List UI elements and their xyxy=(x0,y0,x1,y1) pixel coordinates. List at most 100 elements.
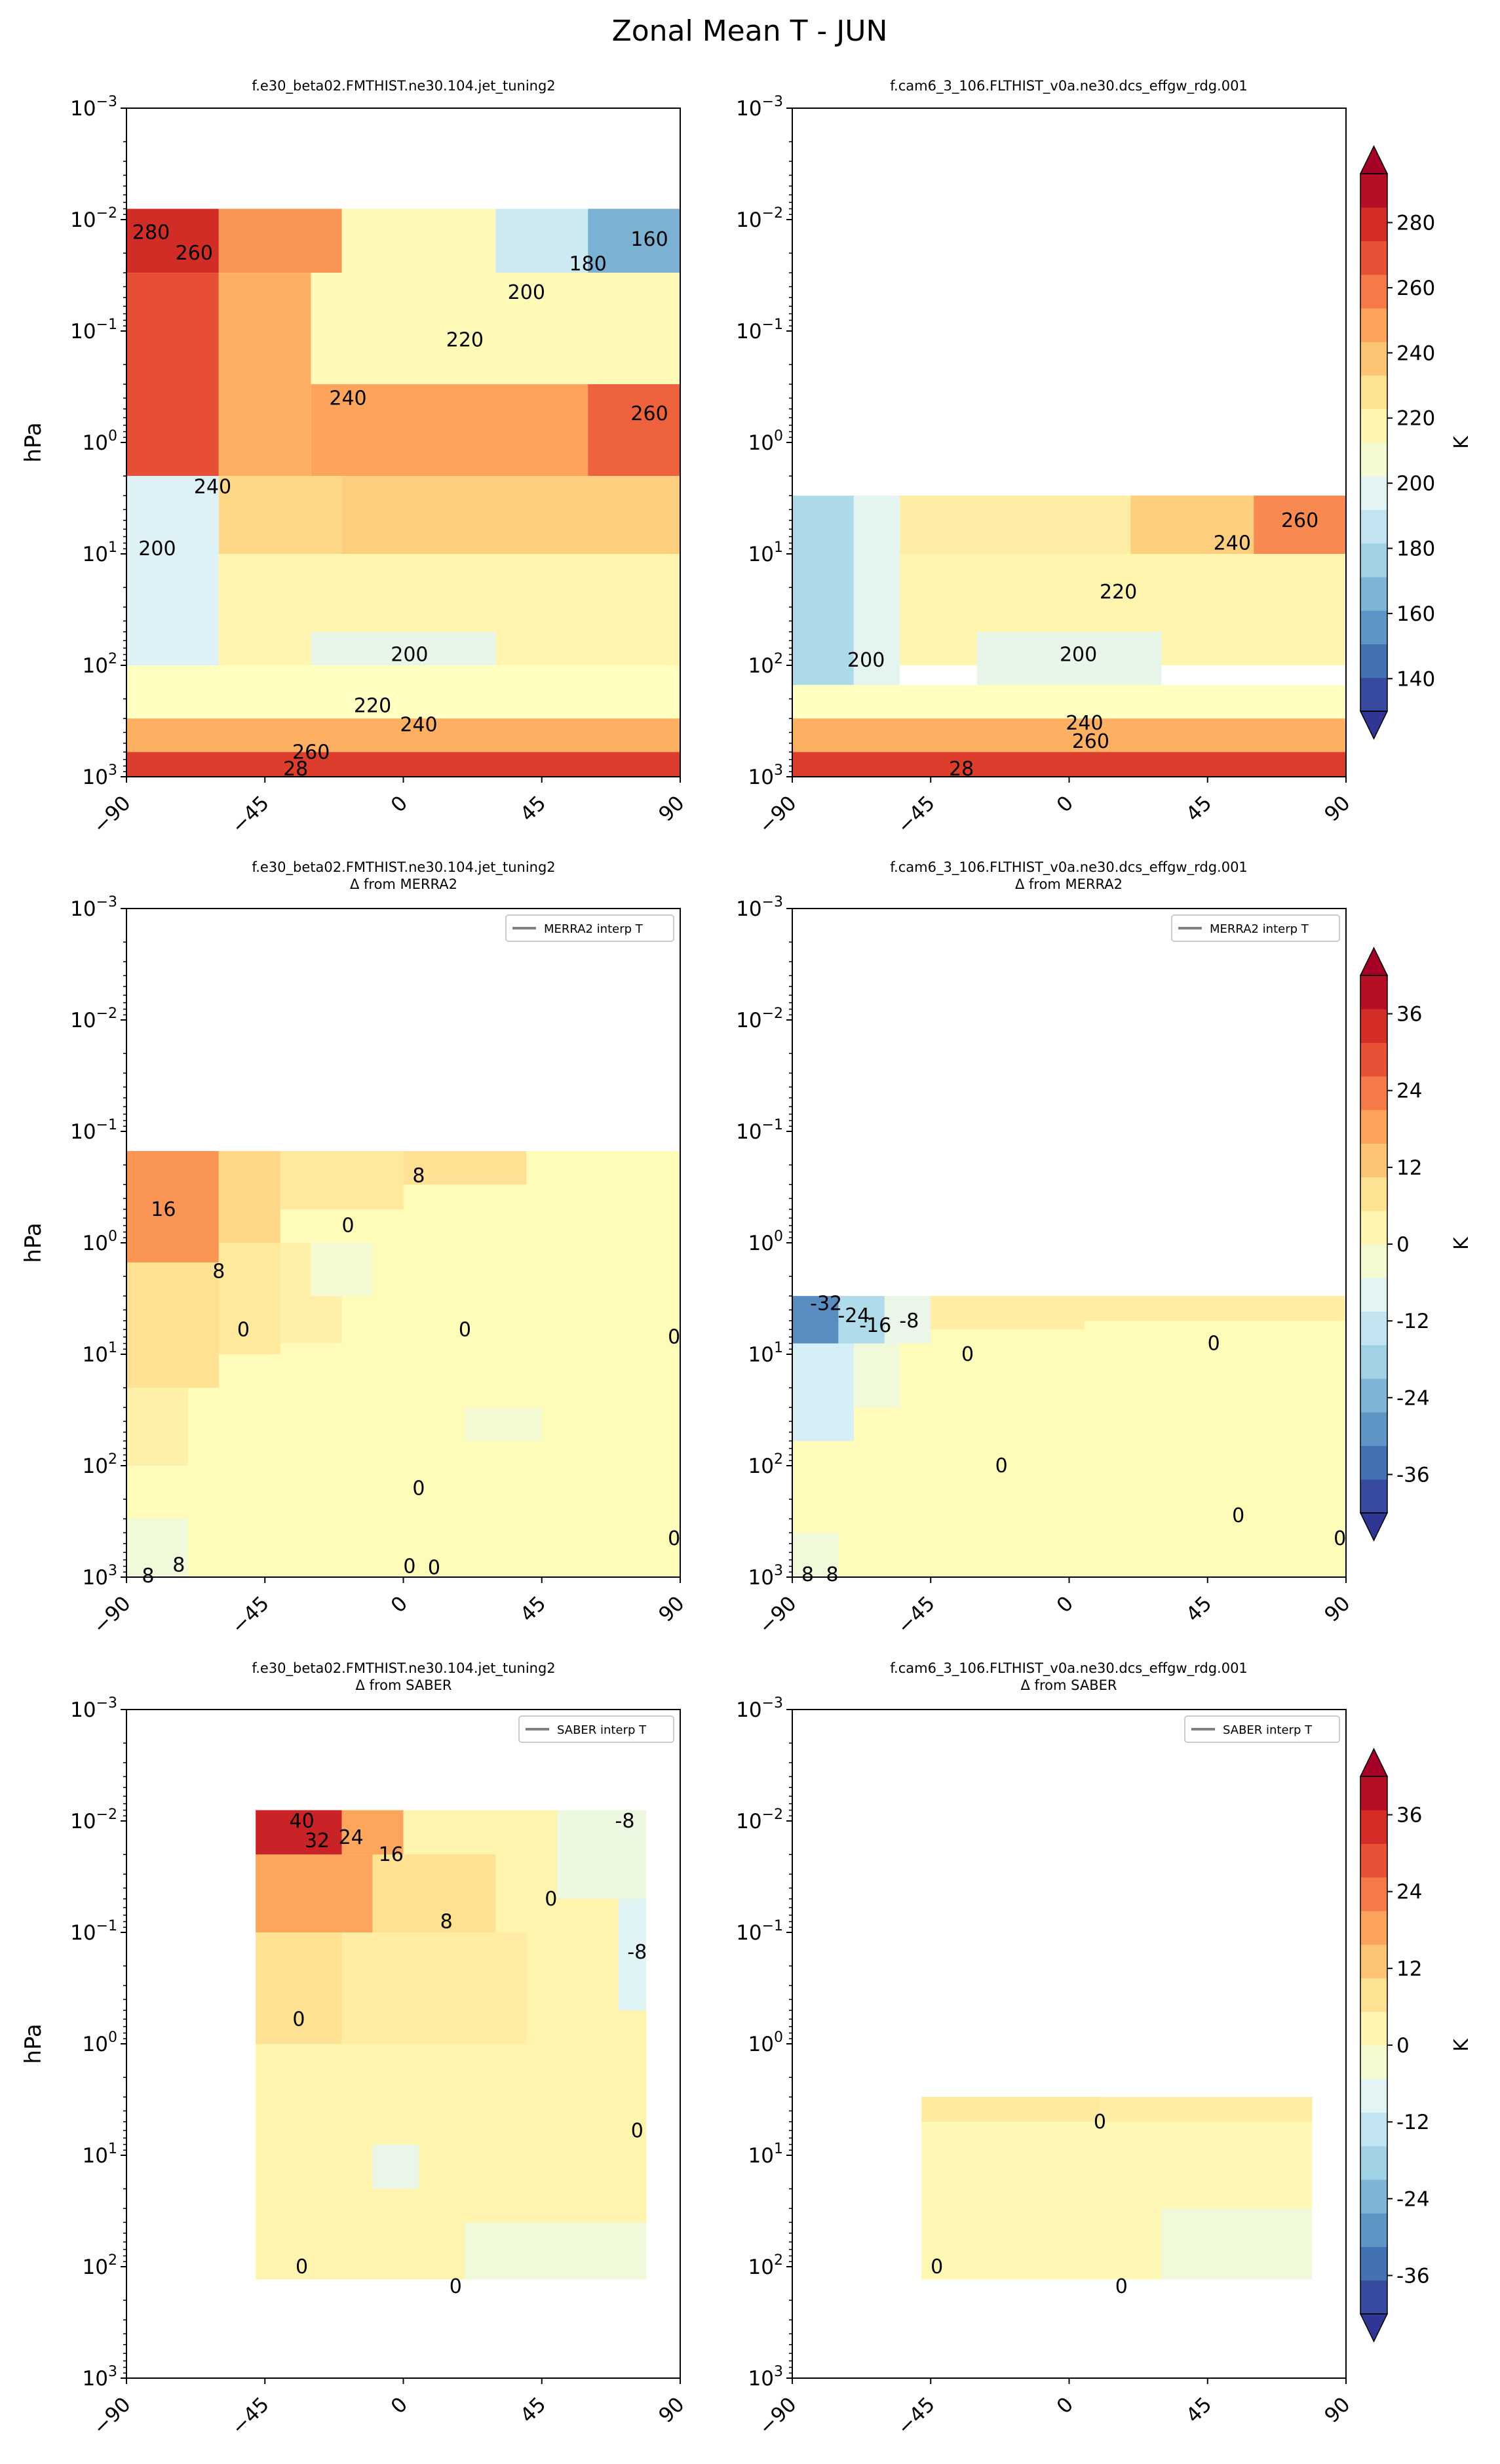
panel-1-contour-label-1: 240 xyxy=(1214,532,1251,555)
colorbar-0-band-11 xyxy=(1360,308,1387,342)
panel-2-contour-label-3: 8 xyxy=(212,1260,225,1283)
colorbar-1-band-1 xyxy=(1360,1445,1387,1480)
ytick-base: 10 xyxy=(736,897,761,921)
colorbar-1-tick-label-5: 24 xyxy=(1396,1080,1422,1103)
ytick-base: 10 xyxy=(83,1232,108,1255)
panel-4-contour-label-10: 0 xyxy=(296,2256,308,2278)
ytick-base: 10 xyxy=(748,654,774,678)
ytick-exponent: 1 xyxy=(774,2141,783,2157)
panel-5-ytick-label-0: 10−3 xyxy=(736,1695,783,1722)
panel-0-ytick-label-6: 103 xyxy=(83,762,117,789)
colorbar-0-tick-label-3: 200 xyxy=(1396,472,1435,496)
panel-4-contour-label-2: 24 xyxy=(339,1826,364,1849)
panel-4-contour-label-11: 0 xyxy=(450,2275,462,2298)
panel-5-subtitle: Δ from SABER xyxy=(1021,1677,1117,1693)
panel-3-xtick-label-2: 0 xyxy=(1052,1592,1078,1617)
panel-2-contour-label-2: 0 xyxy=(341,1215,354,1238)
panel-0-cell-15 xyxy=(126,665,680,719)
panel-1-cell-1 xyxy=(853,496,900,685)
panel-5-cell-1 xyxy=(921,2097,1100,2122)
ytick-base: 10 xyxy=(70,208,96,232)
panel-2-contour-label-12: 8 xyxy=(142,1565,154,1588)
panel-4-ytick-label-4: 101 xyxy=(83,2141,117,2168)
panel-4-contour-label-7: -8 xyxy=(627,1941,647,1964)
colorbar-2-band-10 xyxy=(1360,1944,1387,1978)
ytick-base: 10 xyxy=(70,1698,96,1722)
panel-3-legend: MERRA2 interp T xyxy=(1171,914,1340,942)
ytick-exponent: 3 xyxy=(774,2364,783,2380)
panel-5-xtick-label-3: 45 xyxy=(1182,2393,1216,2427)
ytick-base: 10 xyxy=(83,1566,108,1590)
panel-4-ytick-label-1: 10−2 xyxy=(70,1807,117,1833)
colorbar-2-band-2 xyxy=(1360,2213,1387,2247)
panel-5-xtick-label-1: −45 xyxy=(893,2393,940,2440)
panel-5-xtick-label-0: −90 xyxy=(754,2393,801,2440)
ytick-exponent: −1 xyxy=(762,317,783,333)
colorbar-1: -36 -24 -12 0 12 24 36 K xyxy=(1359,947,1473,1542)
panel-3-cell-8 xyxy=(792,1533,839,1577)
panel-3-contour-label-3: -8 xyxy=(899,1310,919,1333)
ytick-exponent: −1 xyxy=(96,1918,117,1934)
colorbar-2-extend-max xyxy=(1359,1748,1389,1777)
panel-1-cell-9 xyxy=(792,752,1346,777)
panel-2-cell-6 xyxy=(218,1243,280,1354)
ytick-exponent: −2 xyxy=(96,1807,117,1823)
panel-3-cell-2 xyxy=(838,1296,885,1344)
panel-2-legend-label: MERRA2 interp T xyxy=(544,922,644,936)
panel-0-ytick-label-4: 101 xyxy=(83,539,117,566)
ytick-base: 10 xyxy=(83,431,108,455)
ytick-exponent: 2 xyxy=(108,1451,117,1468)
colorbar-0-band-0 xyxy=(1360,677,1387,712)
panel-0-cell-5 xyxy=(126,273,219,477)
panel-4-contour-label-4: 8 xyxy=(440,1911,453,1934)
colorbar-2-band-1 xyxy=(1360,2246,1387,2281)
ytick-base: 10 xyxy=(83,1343,108,1367)
colorbar-0-band-3 xyxy=(1360,577,1387,611)
panel-2-contour-label-6: 0 xyxy=(668,1326,680,1349)
colorbar-1-tick-label-3: 0 xyxy=(1396,1233,1410,1257)
ytick-exponent: 3 xyxy=(774,762,783,779)
colorbar-0-tick-label-4: 220 xyxy=(1396,407,1435,431)
panel-1-ytick-label-1: 10−2 xyxy=(736,205,783,232)
panel-4-ytick-label-5: 102 xyxy=(83,2252,117,2279)
ytick-exponent: 3 xyxy=(108,1563,117,1579)
panel-0-ytick-label-1: 10−2 xyxy=(70,205,117,232)
ytick-base: 10 xyxy=(70,1810,96,1833)
panel-0-cell-0 xyxy=(126,208,219,273)
panel-1-xtick-label-2: 0 xyxy=(1052,791,1078,817)
panel-4-xtick-label-2: 0 xyxy=(387,2393,412,2418)
colorbar-1-band-15 xyxy=(1360,975,1387,1009)
colorbar-0-tick-label-0: 140 xyxy=(1396,667,1435,691)
colorbar-0-extend-min xyxy=(1359,711,1389,740)
colorbar-2-band-4 xyxy=(1360,2145,1387,2180)
panel-2-ytick-label-2: 10−1 xyxy=(70,1117,117,1144)
ytick-exponent: 2 xyxy=(774,1451,783,1468)
colorbar-1-ticks: -36 -24 -12 0 12 24 36 xyxy=(1387,1003,1430,1487)
ytick-base: 10 xyxy=(736,1009,761,1032)
panel-0-title: f.e30_beta02.FMTHIST.ne30.104.jet_tuning… xyxy=(252,78,555,94)
panel-4-cell-2 xyxy=(341,1810,404,1855)
panel-5-contour-label-0: 0 xyxy=(1094,2111,1106,2134)
panel-5-ytick-label-2: 10−1 xyxy=(736,1918,783,1945)
panel-3-xtick-label-0: −90 xyxy=(754,1592,801,1639)
panel-3-xtick-label-4: 90 xyxy=(1320,1592,1355,1626)
ytick-base: 10 xyxy=(83,766,108,789)
ytick-exponent: 1 xyxy=(774,1340,783,1356)
colorbar-2-band-8 xyxy=(1360,2011,1387,2046)
panel-4-xtick-label-0: −90 xyxy=(88,2393,136,2440)
panel-4-legend: SABER interp T xyxy=(518,1715,674,1743)
panel-2-ytick-label-4: 101 xyxy=(83,1340,117,1367)
panel-1-cell-8 xyxy=(792,718,1346,753)
panel-5-cell-2 xyxy=(1100,2097,1313,2122)
ytick-exponent: −2 xyxy=(762,1006,783,1022)
panel-2-legend: MERRA2 interp T xyxy=(505,914,674,942)
panel-1-ytick-label-5: 102 xyxy=(748,651,783,678)
colorbar-0-ticks: 140 160 180 200 220 240 260 280 xyxy=(1387,212,1435,691)
panel-1-contour-label-6: 260 xyxy=(1072,730,1109,753)
panel-0-contour-label-7: 260 xyxy=(630,402,668,425)
ytick-exponent: 1 xyxy=(108,539,117,556)
panel-4-cell-5 xyxy=(256,1932,342,2044)
panel-2-ytick-label-5: 102 xyxy=(83,1451,117,1478)
